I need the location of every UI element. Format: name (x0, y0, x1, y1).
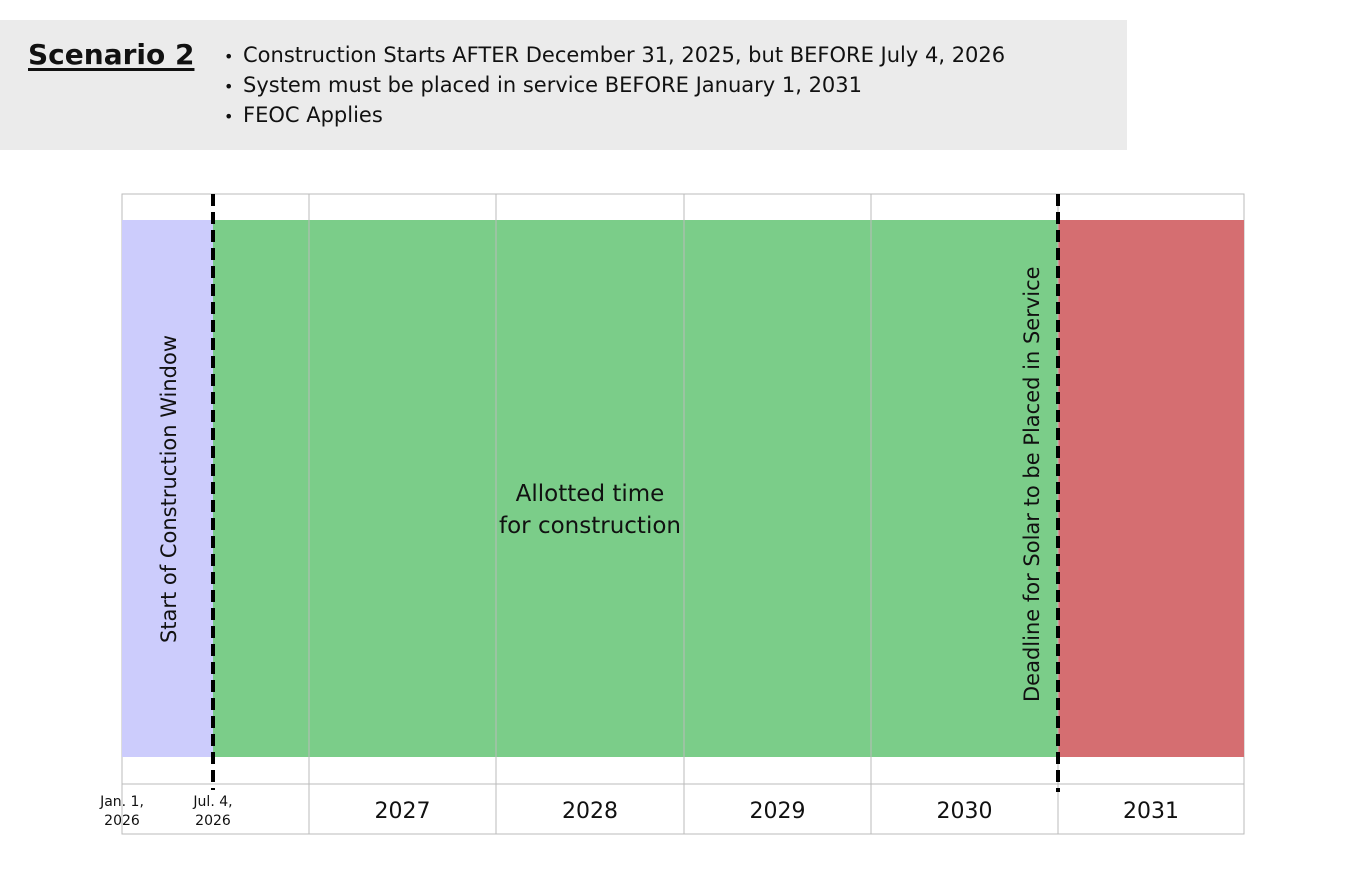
deadline-label: Deadline for Solar to be Placed in Servi… (1020, 266, 1044, 702)
year-label: 2029 (749, 799, 806, 824)
marker-date-label: Jul. 4, 2026 (183, 793, 243, 831)
scenario-conditions-list: • Construction Starts AFTER December 31, … (224, 41, 1005, 131)
year-label: 2028 (562, 799, 618, 824)
start-date-line: Jan. 1, (100, 794, 144, 810)
start-date-label: Jan. 1, 2026 (92, 793, 152, 831)
condition-item: • FEOC Applies (224, 101, 1005, 131)
construction-label-line: for construction (499, 513, 681, 539)
year-label: 2031 (1123, 799, 1179, 824)
bullet-icon: • (224, 47, 234, 66)
construction-band (213, 220, 1058, 757)
start-window-label: Start of Construction Window (157, 334, 181, 644)
condition-text: System must be placed in service BEFORE … (243, 73, 863, 97)
condition-text: FEOC Applies (243, 103, 383, 127)
bullet-icon: • (224, 77, 234, 96)
year-label: 2030 (936, 799, 993, 824)
scenario-header-panel (0, 20, 1127, 150)
condition-item: • Construction Starts AFTER December 31, … (224, 41, 1005, 71)
scenario-title: Scenario 2 (28, 38, 195, 71)
construction-label-line: Allotted time (515, 481, 665, 507)
start-window-band (122, 220, 213, 757)
bullet-icon: • (224, 107, 234, 126)
condition-text: Construction Starts AFTER December 31, 2… (243, 43, 1006, 67)
post-deadline-band (1058, 220, 1244, 757)
marker-date-line: 2026 (195, 813, 231, 829)
year-label: 2027 (374, 799, 431, 824)
marker-date-line: Jul. 4, (193, 794, 233, 810)
start-date-line: 2026 (104, 813, 140, 829)
condition-item: • System must be placed in service BEFORE… (224, 71, 1005, 101)
construction-label: Allotted time for construction (450, 478, 730, 542)
